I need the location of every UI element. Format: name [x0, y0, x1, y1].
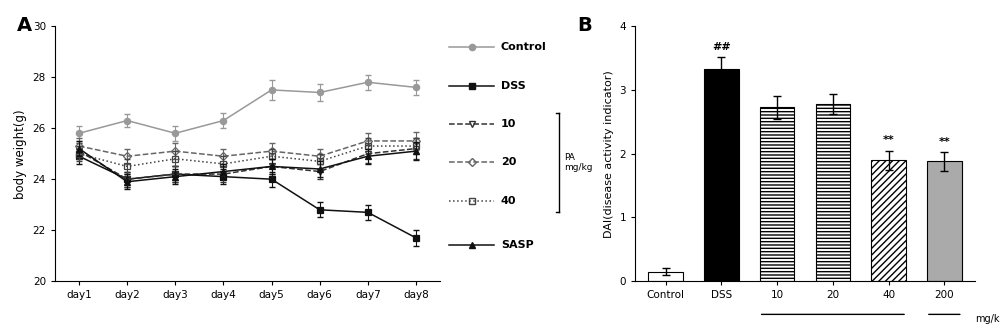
Text: ##: ## [712, 42, 731, 52]
Text: Control: Control [501, 42, 547, 52]
Text: A: A [16, 16, 32, 35]
Text: 10: 10 [501, 119, 516, 129]
Bar [648, 272, 683, 281]
Bar [927, 161, 962, 281]
Text: **: ** [883, 135, 894, 146]
Text: 40: 40 [501, 196, 516, 206]
Text: PA
mg/kg: PA mg/kg [565, 153, 593, 172]
Text: mg/kg: mg/kg [975, 314, 1000, 324]
Text: 20: 20 [501, 158, 516, 167]
Text: SASP: SASP [501, 240, 534, 250]
Bar [871, 160, 906, 281]
Bar [816, 104, 850, 281]
Bar [704, 69, 739, 281]
Y-axis label: DAI(disease activity indicator): DAI(disease activity indicator) [604, 70, 614, 237]
Y-axis label: body weight(g): body weight(g) [14, 109, 27, 198]
Bar [760, 107, 794, 281]
Text: **: ** [938, 137, 950, 147]
Text: DSS: DSS [501, 80, 526, 91]
Text: B: B [577, 16, 592, 35]
